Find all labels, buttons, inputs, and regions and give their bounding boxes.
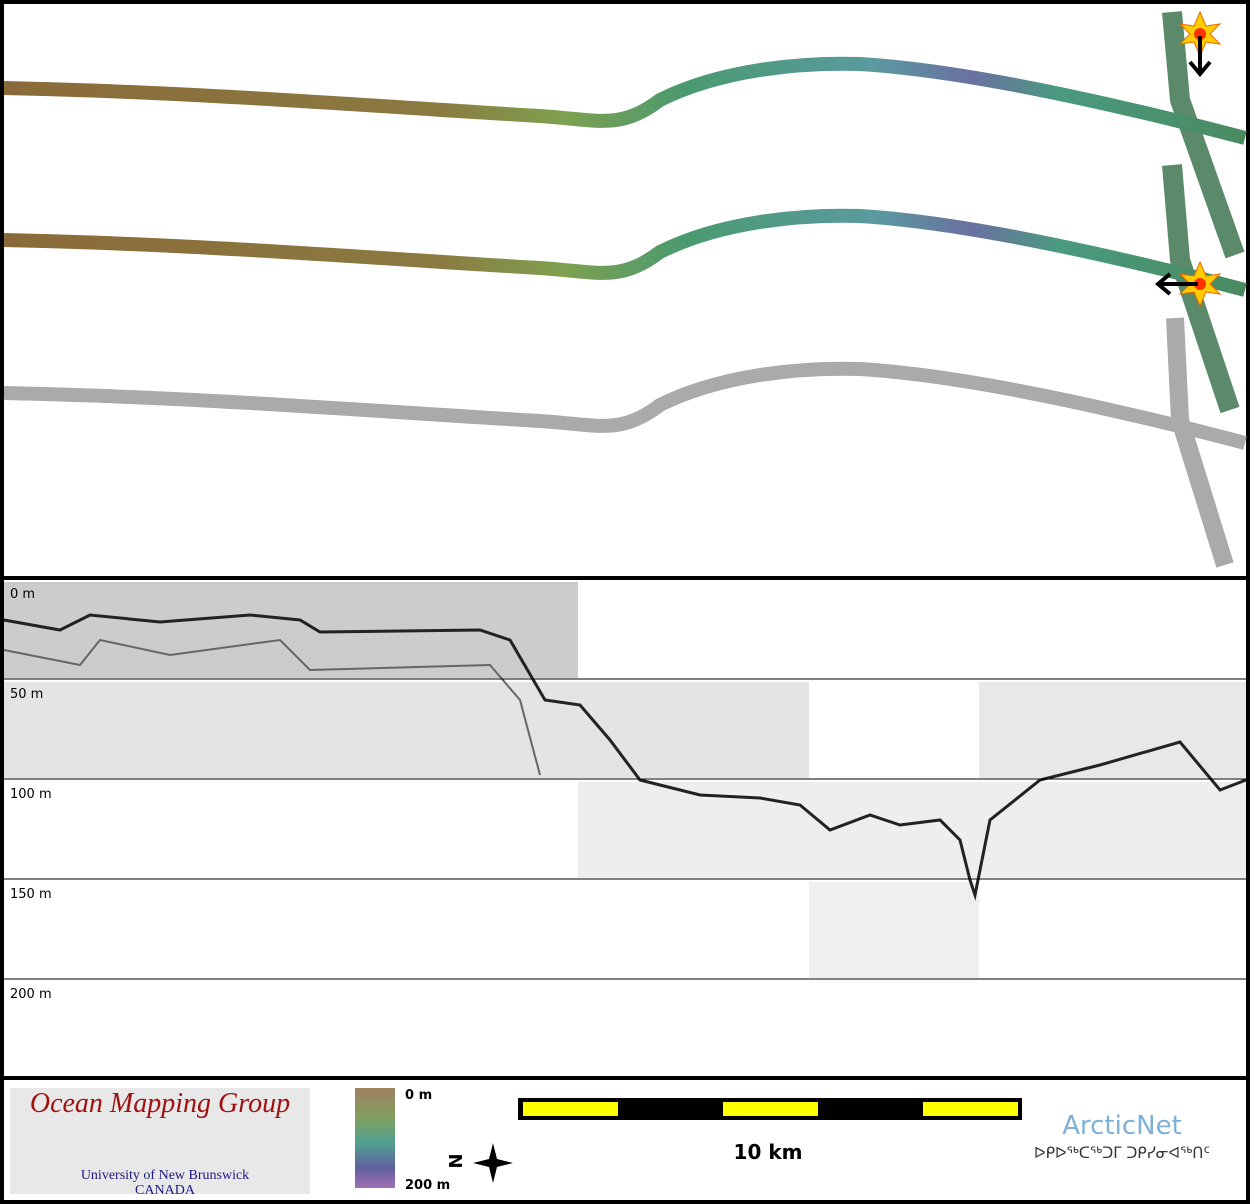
logo-title: Ocean Mapping Group: [30, 1088, 290, 1119]
cross-swath: [1162, 164, 1240, 414]
subbottom: [3, 638, 541, 776]
echogram: [578, 782, 1246, 878]
depth-label: 150 m: [10, 887, 52, 902]
colorbar: [355, 1088, 395, 1188]
partner-subtitle: ᐅᑭᐅᖅᑕᖅᑐᒥ ᑐᑭᓯᓂᐊᖅᑎᑦ: [1034, 1144, 1210, 1162]
depth-label: 200 m: [10, 987, 52, 1002]
footer: Ocean Mapping Group University of New Br…: [10, 1088, 1210, 1198]
star-marker: [1194, 28, 1206, 40]
star-marker: [1194, 278, 1206, 290]
swath: [3, 361, 1247, 450]
logo: [10, 1088, 310, 1194]
north-label: N: [444, 1153, 465, 1168]
scale-bar: [523, 1102, 618, 1116]
swaths: [3, 11, 1247, 568]
scale-label: 10 km: [734, 1140, 803, 1164]
partner-name: ArcticNet: [1062, 1111, 1182, 1141]
arrow: [1188, 36, 1212, 78]
scale-bar: [723, 1102, 818, 1116]
scale-bar: [923, 1102, 1018, 1116]
echogram: [809, 882, 979, 978]
seafloor: [3, 613, 1247, 901]
profile: 0 m 50 m 100 m 150 m 200 m: [3, 582, 1247, 1002]
swath: [3, 208, 1247, 297]
echogram: [979, 682, 1246, 778]
compass: [473, 1143, 513, 1183]
depth-label: 100 m: [10, 787, 52, 802]
logo-text: University of New Brunswick: [81, 1168, 249, 1183]
cross-swath: [1162, 11, 1245, 259]
logo-text: CANADA: [135, 1183, 196, 1198]
echogram: [4, 682, 809, 778]
colorbar-label: 0 m: [405, 1088, 432, 1103]
markers: [1154, 10, 1222, 308]
colorbar-label: 200 m: [405, 1178, 450, 1193]
depth-label: 0 m: [10, 587, 35, 602]
echogram: [4, 582, 578, 678]
swath: [3, 56, 1247, 145]
depth-label: 50 m: [10, 687, 43, 702]
arrow: [1154, 272, 1198, 296]
